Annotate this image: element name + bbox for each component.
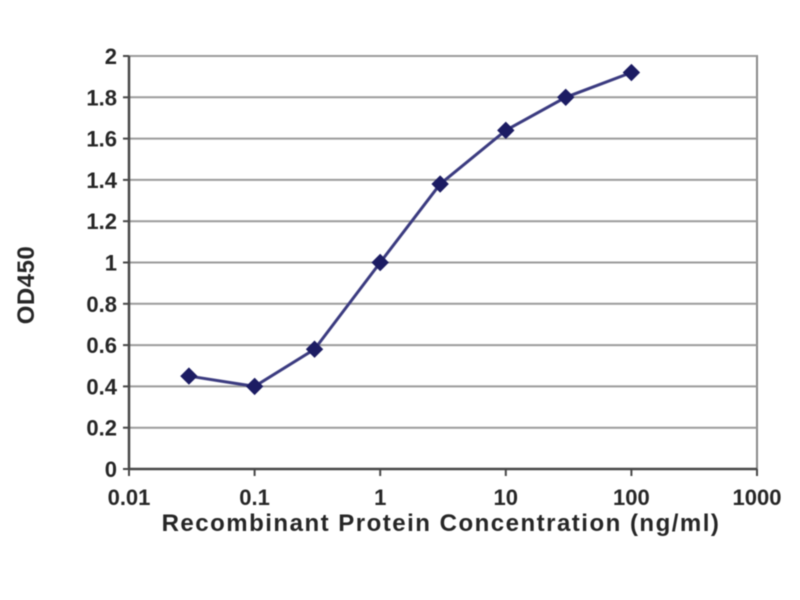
data-point-marker	[431, 175, 449, 193]
x-tick-label: 0.01	[108, 485, 151, 510]
x-tick-label: 100	[613, 485, 650, 510]
y-tick-label: 1.8	[86, 85, 117, 110]
y-tick-label: 1.2	[86, 209, 117, 234]
y-tick-label: 0.4	[86, 374, 117, 399]
series-line	[188, 71, 632, 388]
data-point-marker	[497, 121, 515, 140]
data-point-marker	[245, 377, 264, 396]
data-point-marker	[622, 63, 641, 82]
y-tick-label: 1	[105, 251, 117, 276]
x-axis-title: Recombinant Protein Concentration (ng/ml…	[161, 510, 721, 537]
y-tick-label: 1.4	[86, 168, 117, 193]
data-point-marker	[305, 340, 324, 358]
y-tick-label: 0.6	[86, 333, 117, 358]
y-tick-label: 0.2	[86, 416, 117, 441]
y-tick-label: 2	[105, 44, 117, 69]
x-tick-label: 1000	[733, 485, 782, 510]
x-tick-label: 10	[494, 485, 518, 510]
y-tick-label: 1.6	[86, 127, 117, 152]
x-tick-label: 1	[374, 485, 386, 510]
data-point-marker	[557, 88, 575, 107]
y-tick-label: 0.8	[86, 292, 117, 317]
x-tick-label: 0.1	[239, 485, 270, 510]
data-point-marker	[180, 367, 198, 385]
data-point-marker	[371, 253, 389, 272]
y-axis-title: OD450	[13, 245, 40, 325]
y-tick-label: 0	[105, 457, 117, 482]
